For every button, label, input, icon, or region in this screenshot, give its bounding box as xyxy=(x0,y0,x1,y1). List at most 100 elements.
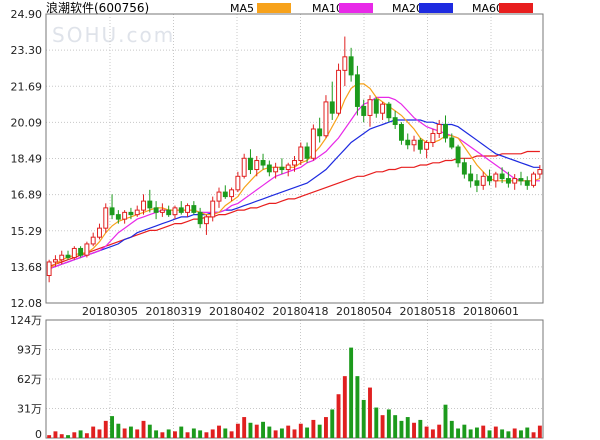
volume-bar xyxy=(336,394,341,438)
candle-body xyxy=(46,261,52,276)
volume-bar xyxy=(399,420,404,438)
volume-bar xyxy=(368,387,372,438)
volume-bar xyxy=(179,426,184,438)
watermark-text: SOHU.com xyxy=(52,23,175,47)
volume-y-ticks: 124万 93万 62万 31万 0 xyxy=(10,314,42,440)
volume-bar xyxy=(449,420,454,438)
candle-body xyxy=(373,99,379,114)
price-y-tick-label: 12.08 xyxy=(11,297,43,310)
volume-y-tick-label: 124万 xyxy=(10,314,42,327)
volume-bar xyxy=(273,430,278,438)
volume-bar xyxy=(324,417,328,438)
candle xyxy=(537,165,543,179)
volume-bar xyxy=(380,415,385,438)
volume-bar xyxy=(292,429,297,438)
volume-bar xyxy=(116,423,121,438)
volume-bar xyxy=(456,428,461,438)
candle-body xyxy=(310,128,316,159)
date-x-tick-label: 20180319 xyxy=(146,305,202,318)
candle xyxy=(443,115,448,143)
volume-bar xyxy=(166,429,171,438)
candle xyxy=(430,128,436,148)
candle xyxy=(436,119,442,138)
candle xyxy=(518,171,524,186)
candle-body xyxy=(241,157,247,177)
candle-body xyxy=(518,178,524,182)
legend-label: MA20 xyxy=(392,2,423,15)
candle xyxy=(147,189,153,213)
volume-bar xyxy=(330,409,335,438)
candle-body xyxy=(109,207,115,216)
candle xyxy=(367,95,373,127)
volume-bar xyxy=(405,417,410,438)
volume-bar xyxy=(412,422,416,438)
candle xyxy=(71,246,77,260)
legend: MA5 MA10 MA20 MA60 xyxy=(230,2,533,15)
candle-body xyxy=(222,191,228,198)
candle-body xyxy=(386,103,392,119)
volume-bar xyxy=(474,427,479,438)
candle xyxy=(329,81,335,120)
candle xyxy=(266,160,272,177)
candle-body xyxy=(292,160,297,166)
candle xyxy=(222,185,228,199)
volume-bar xyxy=(91,426,96,438)
candle xyxy=(260,153,266,170)
volume-grid xyxy=(46,320,543,438)
price-y-ticks: 24.90 23.30 21.69 20.09 18.49 16.89 15.29 13.68… xyxy=(11,8,43,310)
candle xyxy=(373,97,379,118)
candle-body xyxy=(329,101,335,114)
candle-body xyxy=(285,164,291,171)
candle-body xyxy=(115,214,121,220)
candle-body xyxy=(524,180,530,186)
volume-bar xyxy=(110,416,115,438)
candle xyxy=(398,122,404,145)
volume-bar xyxy=(229,431,234,438)
candle-body xyxy=(487,175,492,182)
candle xyxy=(172,205,178,220)
candle-body xyxy=(59,254,65,261)
volume-bar xyxy=(242,417,247,438)
volume-bar xyxy=(248,422,253,438)
volume-y-tick-label: 0 xyxy=(35,428,42,440)
candle-body xyxy=(122,211,128,220)
candle-body xyxy=(323,101,329,137)
candle-body xyxy=(103,207,109,229)
candle xyxy=(279,158,285,175)
candle xyxy=(229,187,235,202)
candle-body xyxy=(52,259,58,263)
volume-bar xyxy=(103,420,108,438)
candle-body xyxy=(210,200,216,218)
candle xyxy=(59,250,65,265)
price-y-tick-label: 20.09 xyxy=(11,116,43,129)
candle-body xyxy=(235,175,241,191)
candle-body xyxy=(499,173,505,180)
volume-bar xyxy=(519,430,523,438)
volume-y-tick-label: 93万 xyxy=(17,344,42,357)
candle-body xyxy=(348,56,354,76)
price-y-tick-label: 13.68 xyxy=(11,261,43,274)
candle xyxy=(487,169,492,186)
candle-body xyxy=(449,137,455,148)
candle-body xyxy=(147,200,153,209)
volume-bar xyxy=(443,404,448,438)
candle-body xyxy=(128,211,134,216)
volume-bar xyxy=(135,429,140,438)
volume-bar xyxy=(204,432,209,438)
volume-bar xyxy=(154,430,159,438)
candle-body xyxy=(273,166,279,173)
candle xyxy=(310,124,316,161)
candle-body xyxy=(71,247,77,258)
candle xyxy=(524,176,530,190)
price-y-tick-label: 15.29 xyxy=(11,225,43,238)
date-x-tick-label: 20180601 xyxy=(463,305,519,318)
candle xyxy=(336,63,341,116)
candle xyxy=(461,158,467,179)
candle xyxy=(115,210,121,224)
candle-body xyxy=(405,139,411,146)
legend-swatch xyxy=(339,3,373,13)
volume-bar xyxy=(342,376,347,438)
chart-title: 浪潮软件(600756) xyxy=(46,0,149,15)
candle-body xyxy=(480,175,486,186)
